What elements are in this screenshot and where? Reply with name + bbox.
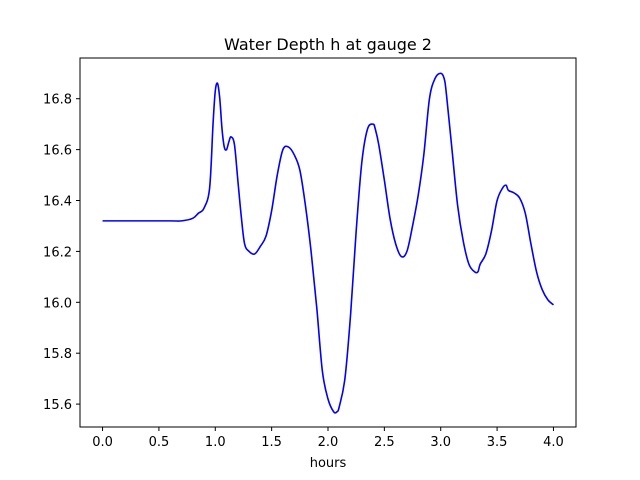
x-tick-label: 0.5 [149,435,170,450]
y-tick-label: 15.8 [43,347,72,362]
series-line [102,72,554,414]
x-tick-label: 2.0 [318,435,339,450]
x-tick-label: 3.5 [487,435,508,450]
x-tick-label: 1.5 [261,435,282,450]
y-tick-label: 15.6 [43,398,72,413]
y-tick-label: 16.2 [43,245,72,260]
y-tick-label: 16.4 [43,195,72,210]
chart-title: Water Depth h at gauge 2 [224,35,432,54]
x-tick-label: 0.0 [92,435,113,450]
y-tick-label: 16.0 [43,296,72,311]
x-axis: 0.0 0.5 1.0 1.5 2.0 2.5 3.0 3.5 4.0 [92,427,564,450]
series-layer [102,72,554,414]
plot-area [80,58,576,427]
x-tick-label: 4.0 [543,435,564,450]
x-tick-label: 2.5 [374,435,395,450]
x-tick-label: 3.0 [430,435,451,450]
y-tick-label: 16.6 [43,144,72,159]
y-tick-label: 16.8 [43,93,72,108]
x-tick-label: 1.0 [205,435,226,450]
x-axis-label: hours [310,456,347,471]
y-axis: 15.6 15.8 16.0 16.2 16.4 16.6 16.8 [43,93,80,413]
